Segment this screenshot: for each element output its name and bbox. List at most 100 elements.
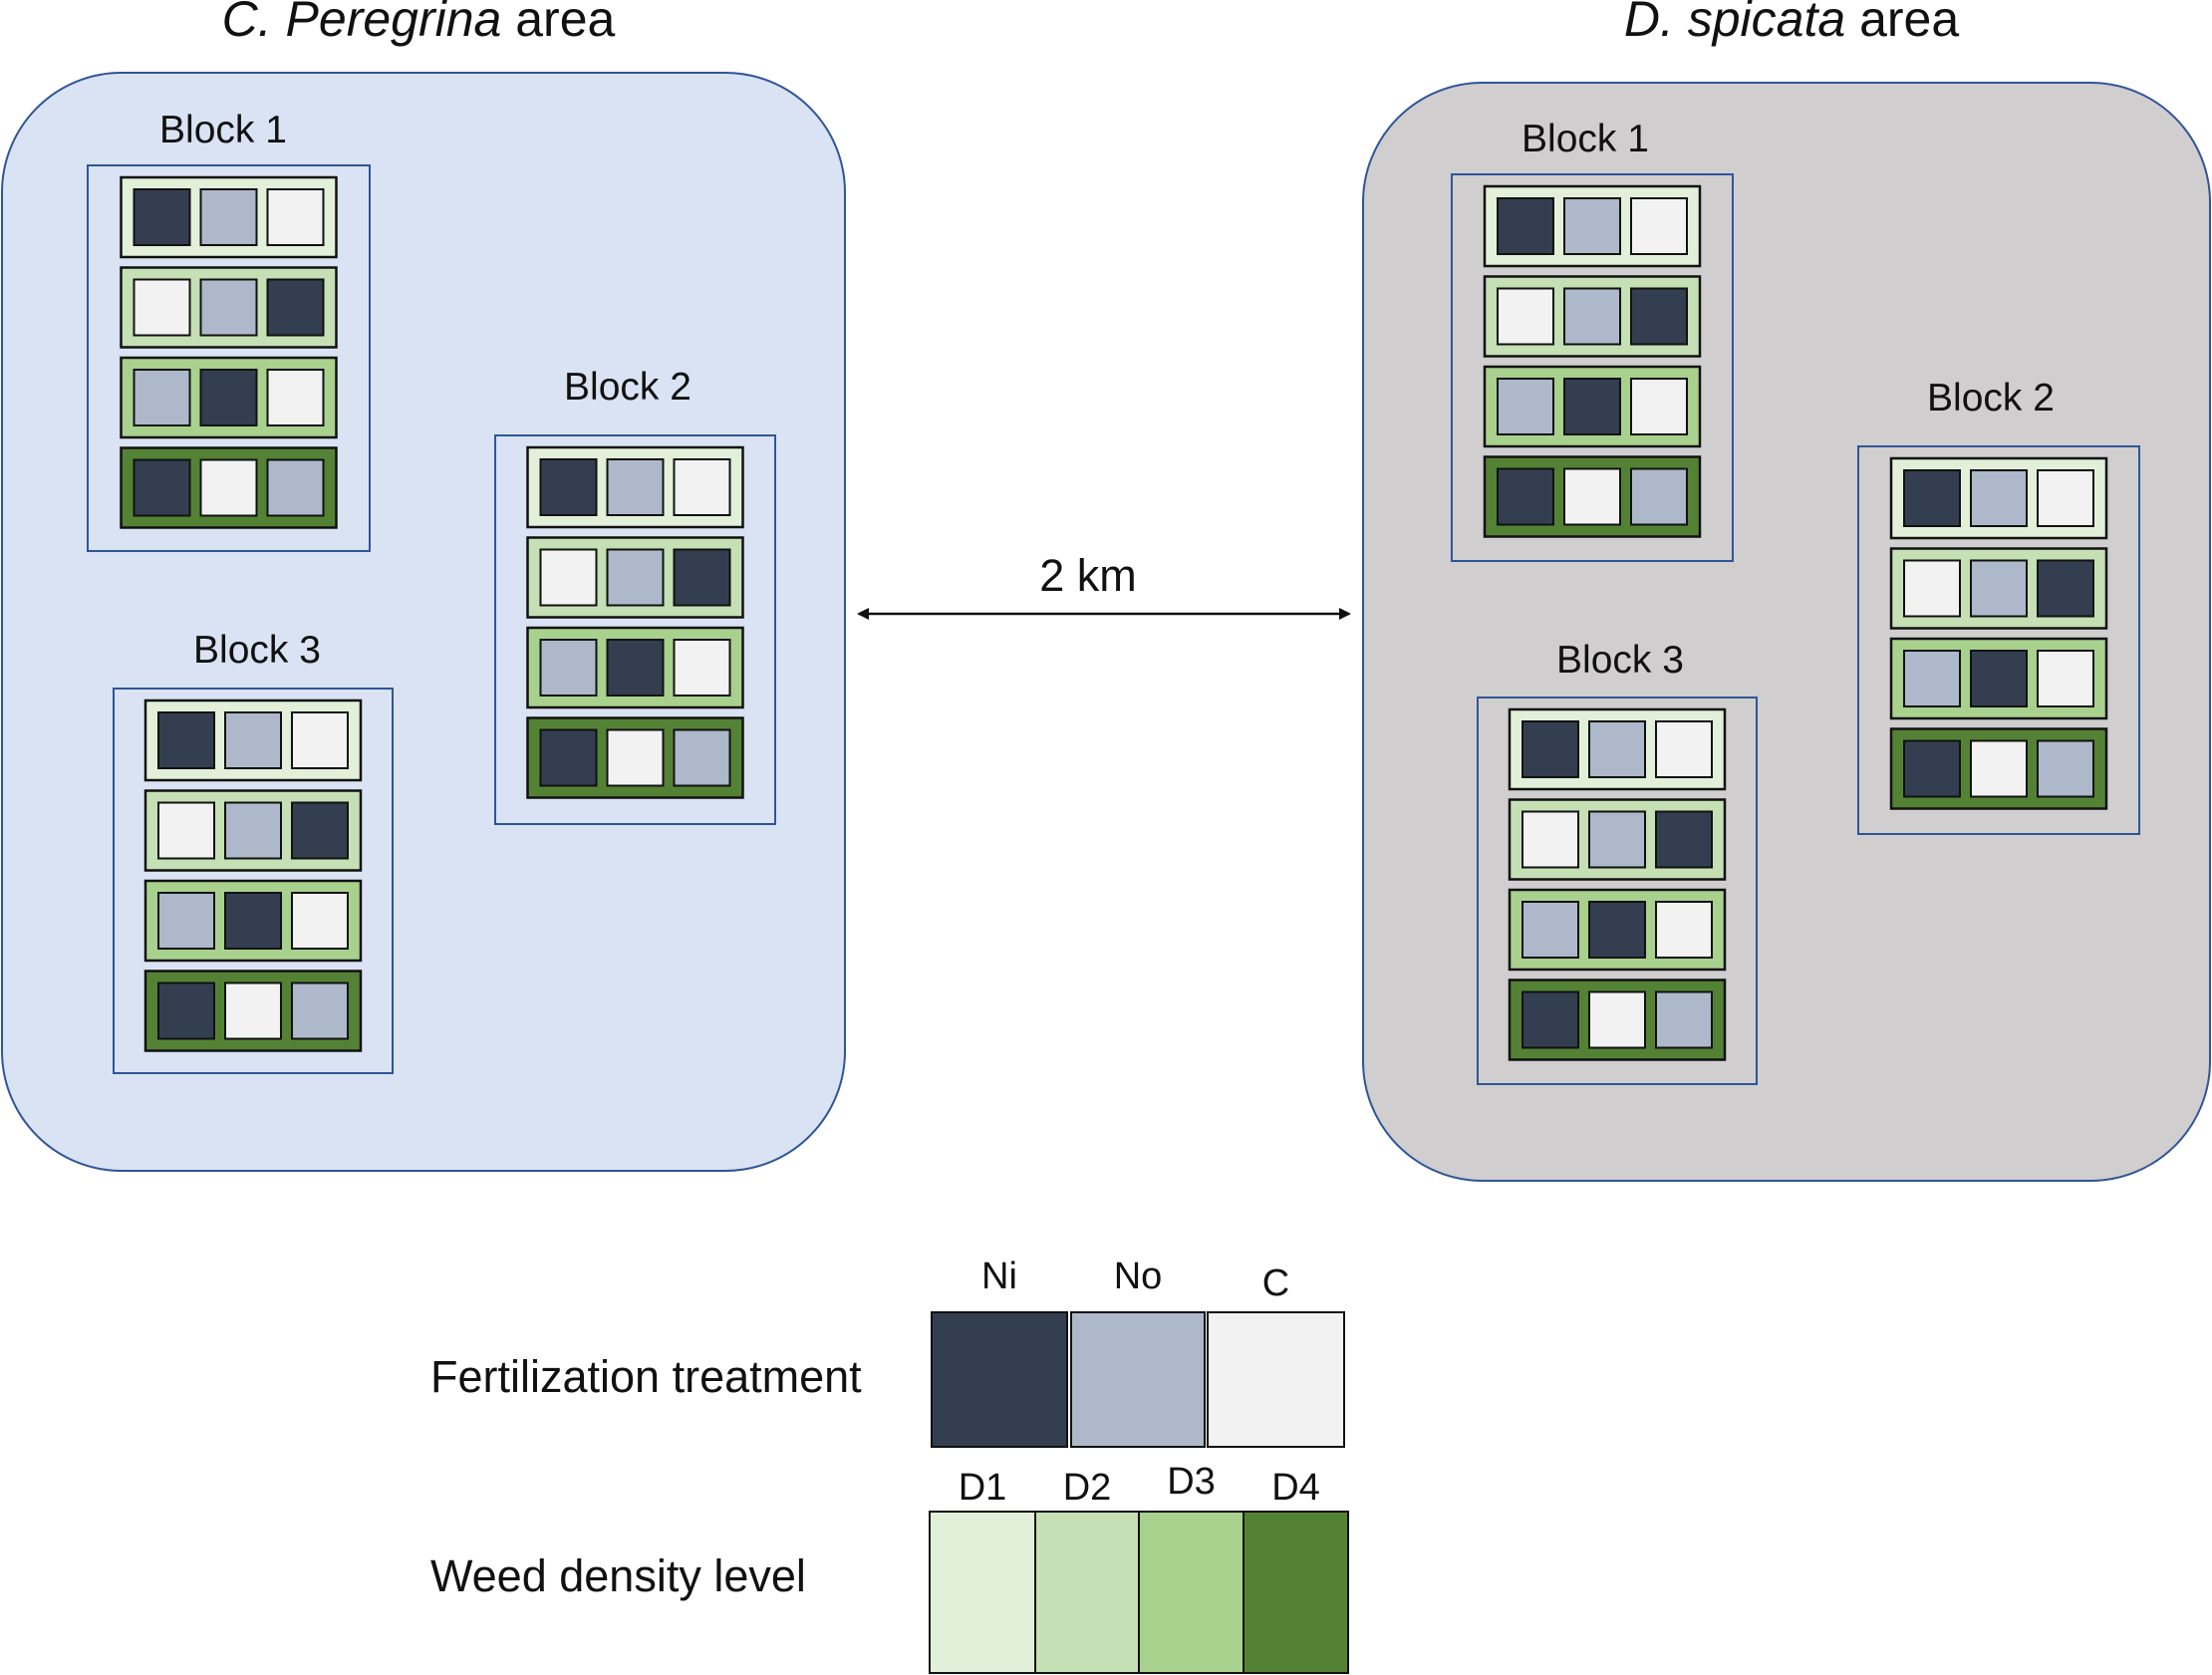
subplot-ni bbox=[1588, 901, 1646, 959]
subplot-c bbox=[1970, 739, 2028, 798]
block-frame bbox=[1477, 697, 1758, 1085]
subplot-c bbox=[266, 188, 325, 246]
subplot-no bbox=[539, 639, 598, 697]
legend-density-swatches: D1 D2 D3 D4 bbox=[929, 1461, 1349, 1674]
subplot-c bbox=[673, 639, 731, 697]
subplot-no bbox=[2037, 739, 2094, 798]
subplot-ni bbox=[2037, 559, 2094, 618]
block-frame bbox=[113, 688, 394, 1074]
subplot-ni bbox=[199, 369, 258, 426]
subplot-no bbox=[1970, 469, 2028, 527]
legend-code-d4: D4 bbox=[1271, 1467, 1320, 1509]
subplot-c bbox=[1521, 810, 1579, 869]
block-dspicata-1: Block 1 bbox=[1451, 118, 1734, 562]
legend-density-label: Weed density level bbox=[430, 1550, 806, 1601]
block-label: Block 2 bbox=[1927, 377, 2055, 419]
subplot-ni bbox=[1563, 378, 1621, 435]
block-cperegrina-2: Block 2 bbox=[494, 366, 776, 825]
block-frame bbox=[1857, 445, 2140, 835]
legend-code-d2: D2 bbox=[1063, 1467, 1112, 1509]
subplot-no bbox=[266, 458, 325, 517]
subplot-ni bbox=[1903, 469, 1961, 527]
block-cperegrina-3: Block 3 bbox=[113, 629, 394, 1074]
subplot-no bbox=[133, 369, 191, 426]
subplot-c bbox=[1497, 287, 1554, 346]
subplot-no bbox=[1903, 650, 1961, 707]
subplot-no bbox=[199, 278, 258, 337]
block-dspicata-3: Block 3 bbox=[1477, 639, 1758, 1085]
subplot-ni bbox=[1497, 467, 1554, 526]
block-label: Block 1 bbox=[1521, 118, 1649, 160]
legend-swatch-ni bbox=[931, 1311, 1068, 1448]
subplot-c bbox=[1588, 990, 1646, 1049]
subplot-no bbox=[1588, 720, 1646, 778]
legend-code-no: No bbox=[1114, 1256, 1163, 1297]
subplot-no bbox=[157, 892, 215, 950]
block-frame bbox=[494, 434, 776, 825]
legend-fertilization-label: Fertilization treatment bbox=[430, 1351, 862, 1402]
legend-fertilization-swatches: Ni No C bbox=[931, 1256, 1345, 1448]
subplot-c bbox=[606, 728, 665, 787]
subplot-c bbox=[224, 981, 282, 1040]
legend-code-ni: Ni bbox=[981, 1256, 1017, 1297]
subplot-c bbox=[1563, 467, 1621, 526]
subplot-ni bbox=[1630, 287, 1688, 346]
subplot-ni bbox=[157, 981, 215, 1040]
subplot-c bbox=[1903, 559, 1961, 618]
legend-code-d3: D3 bbox=[1167, 1461, 1216, 1503]
legend-swatch-no bbox=[1070, 1311, 1206, 1448]
legend: Fertilization treatment Weed density lev… bbox=[430, 1256, 1349, 1674]
subplot-ni bbox=[539, 458, 598, 516]
legend-code-d1: D1 bbox=[959, 1467, 1007, 1509]
block-frame bbox=[1451, 173, 1734, 562]
subplot-no bbox=[1630, 467, 1688, 526]
subplot-no bbox=[1655, 990, 1713, 1049]
subplot-no bbox=[1588, 810, 1646, 869]
subplot-ni bbox=[133, 458, 191, 517]
blocks-layer: Block 1 Block 2 Block 3 Block 1 Block 2 Block… bbox=[87, 109, 2140, 1085]
subplot-ni bbox=[1903, 739, 1961, 798]
legend-swatch-d2 bbox=[1034, 1511, 1140, 1674]
subplot-c bbox=[291, 711, 349, 769]
subplot-no bbox=[1497, 378, 1554, 435]
dspicata-area-title: D. spicata area bbox=[1624, 0, 1959, 47]
subplot-c bbox=[1630, 378, 1688, 435]
block-label: Block 1 bbox=[159, 109, 287, 151]
block-label: Block 3 bbox=[1556, 639, 1684, 682]
subplot-no bbox=[606, 458, 665, 516]
legend-swatch-c bbox=[1207, 1311, 1345, 1448]
subplot-ni bbox=[539, 728, 598, 787]
subplot-no bbox=[1563, 197, 1621, 255]
subplot-ni bbox=[1970, 650, 2028, 707]
subplot-c bbox=[539, 548, 598, 607]
legend-code-c: C bbox=[1262, 1262, 1289, 1304]
subplot-c bbox=[1630, 197, 1688, 255]
cperegrina-area-title: C. Peregrina area bbox=[222, 0, 616, 47]
subplot-ni bbox=[133, 188, 191, 246]
subplot-no bbox=[1521, 901, 1579, 959]
subplot-c bbox=[133, 278, 191, 337]
subplot-c bbox=[291, 892, 349, 950]
subplot-ni bbox=[266, 278, 325, 337]
legend-swatch-d4 bbox=[1243, 1511, 1349, 1674]
subplot-ni bbox=[673, 548, 731, 607]
subplot-no bbox=[1970, 559, 2028, 618]
subplot-ni bbox=[1497, 197, 1554, 255]
subplot-c bbox=[2037, 469, 2094, 527]
subplot-no bbox=[291, 981, 349, 1040]
subplot-c bbox=[2037, 650, 2094, 707]
subplot-no bbox=[224, 711, 282, 769]
subplot-c bbox=[1655, 901, 1713, 959]
block-frame bbox=[87, 164, 371, 552]
subplot-ni bbox=[224, 892, 282, 950]
subplot-c bbox=[673, 458, 731, 516]
subplot-no bbox=[1563, 287, 1621, 346]
subplot-ni bbox=[1655, 810, 1713, 869]
block-label: Block 3 bbox=[193, 629, 321, 672]
subplot-c bbox=[266, 369, 325, 426]
subplot-c bbox=[157, 801, 215, 860]
subplot-ni bbox=[1521, 990, 1579, 1049]
block-dspicata-2: Block 2 bbox=[1857, 377, 2140, 835]
subplot-ni bbox=[291, 801, 349, 860]
subplot-no bbox=[224, 801, 282, 860]
